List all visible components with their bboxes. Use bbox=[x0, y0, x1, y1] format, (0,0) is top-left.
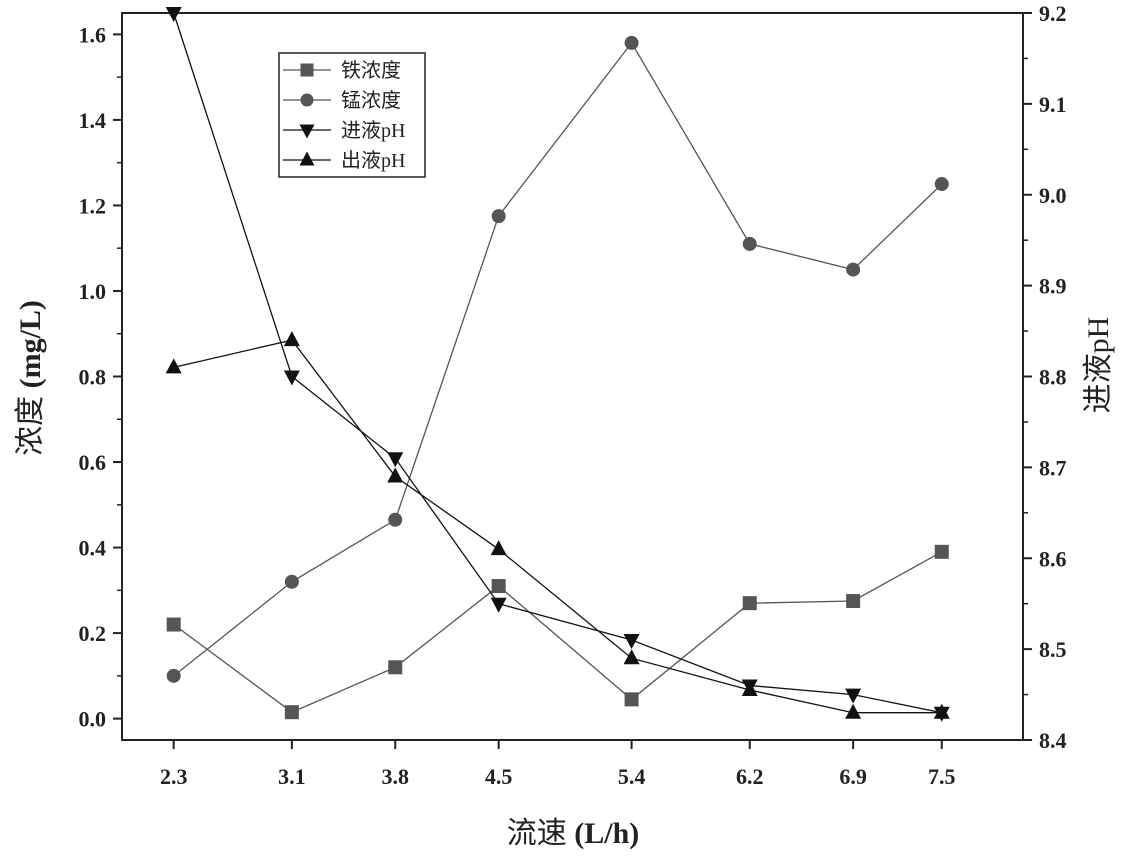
y-right-tick-label: 8.8 bbox=[1039, 365, 1067, 390]
x-axis-title-text: 流速 bbox=[507, 817, 575, 850]
y-left-tick-label: 0.0 bbox=[79, 707, 107, 732]
data-point bbox=[165, 358, 182, 374]
data-point bbox=[283, 370, 300, 386]
y-right-tick-label: 9.0 bbox=[1039, 183, 1067, 208]
y-axis-left-title-text: 浓度 bbox=[14, 388, 47, 456]
data-point bbox=[166, 668, 181, 683]
y-left-tick-label: 0.2 bbox=[79, 621, 107, 646]
legend-label: 锰浓度 bbox=[341, 89, 401, 112]
x-tick-label: 7.5 bbox=[928, 764, 956, 789]
y-right-tick-label: 8.9 bbox=[1039, 274, 1067, 299]
data-point bbox=[845, 703, 862, 719]
data-point bbox=[490, 597, 507, 613]
legend-marker bbox=[299, 124, 315, 139]
legend-marker bbox=[300, 63, 314, 77]
x-tick-label: 6.9 bbox=[839, 764, 867, 789]
data-point bbox=[624, 692, 639, 707]
data-point bbox=[166, 617, 181, 632]
y-left-tick-label: 1.0 bbox=[79, 279, 107, 304]
x-axis-title-unit: (L/h) bbox=[574, 817, 639, 850]
data-point bbox=[846, 594, 861, 609]
x-tick-label: 3.8 bbox=[382, 764, 410, 789]
y-left-tick-label: 1.2 bbox=[79, 193, 107, 218]
data-point bbox=[623, 634, 640, 650]
data-point bbox=[934, 177, 949, 192]
data-point bbox=[283, 331, 300, 347]
series-group bbox=[166, 35, 949, 683]
y-right-tick-label: 8.5 bbox=[1039, 637, 1067, 662]
series-line bbox=[173, 12, 942, 714]
x-axis-title: 流速 (L/h) bbox=[507, 817, 640, 850]
x-tick-label: 2.3 bbox=[160, 764, 188, 789]
data-point bbox=[742, 596, 757, 611]
series-group bbox=[165, 331, 950, 719]
series-line bbox=[173, 339, 942, 714]
data-point bbox=[742, 236, 757, 251]
data-point bbox=[491, 209, 506, 224]
legend-label: 出液pH bbox=[341, 149, 405, 172]
data-point bbox=[933, 703, 950, 719]
legend-marker bbox=[299, 151, 315, 166]
plot-frame bbox=[121, 12, 1024, 741]
data-point bbox=[934, 544, 949, 559]
y-axis-left-title-unit: (mg/L) bbox=[14, 300, 47, 388]
y-left-tick-label: 0.4 bbox=[79, 536, 107, 561]
data-point bbox=[490, 540, 507, 556]
x-tick-label: 3.1 bbox=[278, 764, 306, 789]
series-line bbox=[173, 41, 943, 677]
y-left-tick-label: 0.6 bbox=[79, 450, 107, 475]
data-point bbox=[165, 7, 182, 22]
data-point bbox=[623, 649, 640, 665]
y-axis-left-title: 浓度 (mg/L) bbox=[14, 300, 47, 456]
data-point bbox=[491, 579, 506, 594]
y-right-tick-label: 8.7 bbox=[1039, 455, 1067, 480]
data-point bbox=[387, 467, 404, 483]
series-group bbox=[166, 544, 949, 720]
data-point bbox=[388, 512, 403, 527]
y-left-tick-label: 1.6 bbox=[79, 22, 107, 47]
legend-marker bbox=[300, 93, 314, 107]
y-right-tick-label: 8.4 bbox=[1039, 728, 1067, 753]
y-left-tick-label: 1.4 bbox=[79, 108, 107, 133]
data-point bbox=[387, 452, 404, 468]
data-point bbox=[284, 574, 299, 589]
data-point bbox=[846, 262, 861, 277]
x-tick-label: 6.2 bbox=[736, 764, 764, 789]
y-left-tick-label: 0.8 bbox=[79, 365, 107, 390]
x-tick-label: 4.5 bbox=[485, 764, 513, 789]
data-point bbox=[845, 688, 862, 704]
x-tick-label: 5.4 bbox=[618, 764, 646, 789]
data-point bbox=[624, 35, 639, 50]
series-line bbox=[173, 551, 943, 713]
data-point bbox=[388, 660, 403, 675]
legend-label: 铁浓度 bbox=[341, 59, 401, 82]
y-right-tick-label: 8.6 bbox=[1039, 546, 1067, 571]
y-axis-right-title: 进液pH bbox=[1082, 317, 1115, 414]
y-right-tick-label: 9.1 bbox=[1039, 92, 1067, 117]
legend-label: 进液pH bbox=[341, 119, 405, 142]
data-point bbox=[741, 681, 758, 697]
y-right-tick-label: 9.2 bbox=[1039, 1, 1067, 26]
data-point bbox=[284, 705, 299, 720]
